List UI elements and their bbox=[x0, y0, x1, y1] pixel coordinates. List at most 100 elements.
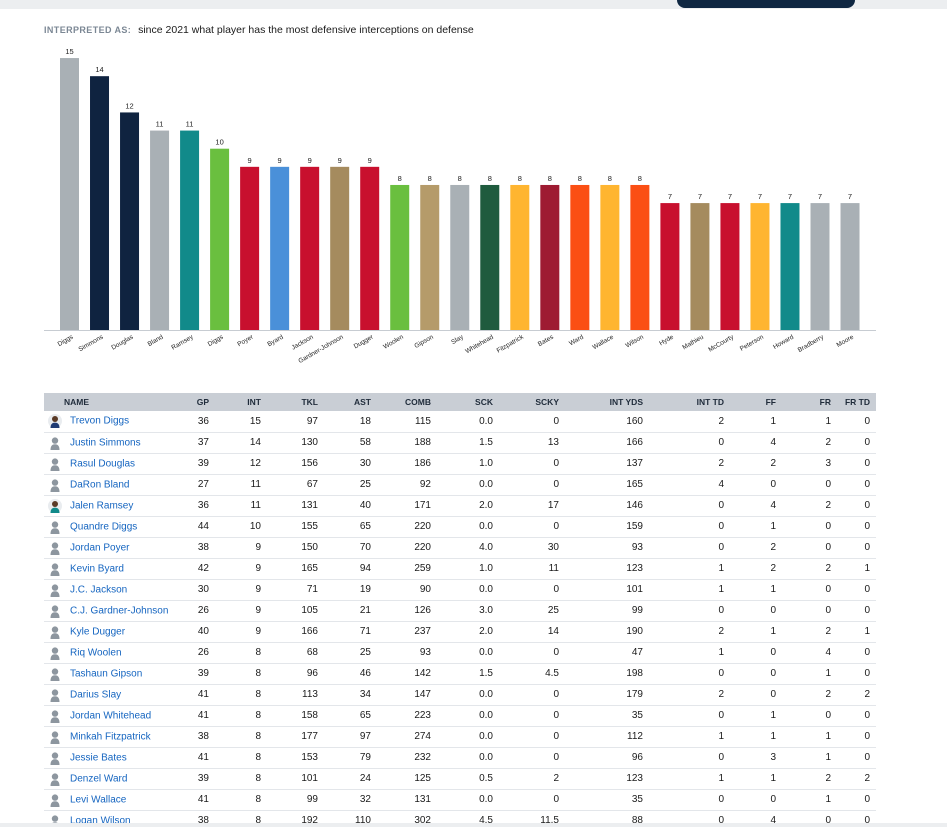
player-name-link[interactable]: Rasul Douglas bbox=[70, 458, 136, 470]
bar-value-label: 9 bbox=[338, 156, 342, 165]
stat-cell: 0 bbox=[864, 500, 870, 511]
stat-cell: 0 bbox=[553, 479, 559, 490]
column-header[interactable]: AST bbox=[354, 397, 371, 407]
stat-cell: 0 bbox=[553, 521, 559, 532]
stat-cell: 0 bbox=[553, 710, 559, 721]
stat-cell: 0 bbox=[825, 815, 831, 826]
player-name-link[interactable]: Denzel Ward bbox=[70, 773, 128, 785]
stat-cell: 27 bbox=[197, 479, 209, 490]
stat-cell: 39 bbox=[197, 668, 209, 679]
stat-cell: 35 bbox=[631, 710, 643, 721]
stat-cell: 1 bbox=[825, 794, 831, 805]
stat-cell: 1 bbox=[864, 563, 870, 574]
x-tick-label: Jackson bbox=[290, 333, 314, 351]
stat-cell: 2 bbox=[825, 500, 831, 511]
column-header[interactable]: FR bbox=[819, 397, 831, 407]
stat-cell: 1 bbox=[718, 647, 724, 658]
player-name-link[interactable]: Darius Slay bbox=[70, 689, 122, 701]
player-name-link[interactable]: Logan Wilson bbox=[70, 815, 131, 827]
stat-cell: 0 bbox=[553, 752, 559, 763]
header-banner-shape bbox=[677, 0, 855, 8]
stat-cell: 10 bbox=[249, 521, 261, 532]
stat-cell: 179 bbox=[626, 689, 643, 700]
column-header[interactable]: INT bbox=[247, 397, 261, 407]
stat-cell: 44 bbox=[197, 521, 209, 532]
stat-cell: 39 bbox=[197, 458, 209, 469]
player-name-link[interactable]: Tashaun Gipson bbox=[70, 668, 143, 680]
player-name-link[interactable]: J.C. Jackson bbox=[70, 584, 128, 596]
column-header[interactable]: NAME bbox=[64, 397, 90, 407]
stat-cell: 93 bbox=[631, 542, 643, 553]
stat-cell: 142 bbox=[414, 668, 431, 679]
stat-cell: 26 bbox=[197, 605, 209, 616]
column-header[interactable]: FF bbox=[765, 397, 776, 407]
player-name-link[interactable]: Trevon Diggs bbox=[70, 415, 130, 427]
player-name-link[interactable]: Levi Wallace bbox=[70, 794, 127, 806]
stat-cell: 101 bbox=[301, 773, 318, 784]
column-header[interactable]: GP bbox=[196, 397, 209, 407]
table-row: Jalen Ramsey 36 11 131 40 171 2.0 17 146 0 4 2 0 bbox=[44, 495, 876, 516]
player-name-link[interactable]: Minkah Fitzpatrick bbox=[70, 731, 151, 743]
bar-value-label: 9 bbox=[248, 156, 252, 165]
bar bbox=[150, 130, 170, 330]
player-name-cell: Jordan Poyer bbox=[44, 537, 179, 558]
column-header[interactable]: INT YDS bbox=[609, 397, 643, 407]
player-name-link[interactable]: Quandre Diggs bbox=[70, 521, 138, 533]
player-name-link[interactable]: Jordan Whitehead bbox=[70, 710, 152, 722]
stat-cell: 38 bbox=[197, 731, 209, 742]
stat-cell: 9 bbox=[255, 542, 261, 553]
player-name-link[interactable]: Jessie Bates bbox=[70, 752, 127, 764]
column-header[interactable]: COMB bbox=[405, 397, 431, 407]
player-name-link[interactable]: Kevin Byard bbox=[70, 563, 124, 575]
stat-cell: 41 bbox=[197, 689, 209, 700]
stat-cell: 115 bbox=[415, 415, 431, 427]
stat-cell: 32 bbox=[359, 794, 371, 805]
column-header[interactable]: SCK bbox=[475, 397, 493, 407]
stat-cell: 0 bbox=[825, 542, 831, 553]
bar-value-label: 7 bbox=[668, 192, 672, 201]
stat-cell: 9 bbox=[255, 626, 261, 637]
column-header[interactable]: FR TD bbox=[844, 397, 870, 407]
player-name-link[interactable]: Justin Simmons bbox=[70, 437, 141, 449]
bar bbox=[480, 184, 500, 330]
stat-cell: 237 bbox=[414, 626, 431, 637]
stat-cell: 2 bbox=[770, 458, 776, 469]
stat-cell: 1 bbox=[825, 668, 831, 679]
player-name-link[interactable]: Kyle Dugger bbox=[70, 626, 126, 638]
stat-cell: 4.5 bbox=[479, 815, 493, 826]
stat-cell: 39 bbox=[197, 773, 209, 784]
stat-cell: 13 bbox=[547, 437, 559, 448]
stat-cell: 188 bbox=[414, 437, 431, 448]
stat-cell: 137 bbox=[626, 458, 643, 469]
column-header[interactable]: TKL bbox=[301, 397, 318, 407]
bar bbox=[420, 184, 440, 330]
stat-cell: 1 bbox=[718, 773, 724, 784]
bar-value-label: 11 bbox=[156, 120, 164, 129]
stat-cell: 4.5 bbox=[545, 668, 559, 679]
stat-cell: 4 bbox=[718, 479, 724, 490]
stat-cell: 37 bbox=[197, 437, 209, 448]
table-row: Quandre Diggs 44 10 155 65 220 0.0 0 159 0 1 0 0 bbox=[44, 516, 876, 537]
stat-cell: 1 bbox=[718, 731, 724, 742]
stat-cell: 158 bbox=[301, 710, 318, 721]
stat-cell: 1 bbox=[770, 626, 776, 637]
player-name-link[interactable]: Jalen Ramsey bbox=[70, 500, 134, 512]
bar-value-label: 7 bbox=[848, 192, 852, 201]
stat-cell: 47 bbox=[631, 647, 643, 658]
column-header[interactable]: SCKY bbox=[535, 397, 559, 407]
stat-cell: 1 bbox=[770, 731, 776, 742]
player-name-link[interactable]: C.J. Gardner-Johnson bbox=[70, 605, 169, 617]
player-name-link[interactable]: Riq Woolen bbox=[70, 647, 122, 659]
stat-cell: 0 bbox=[718, 710, 724, 721]
stat-cell: 15 bbox=[249, 415, 261, 427]
table-body: Trevon Diggs 36 15 97 18 115 0.0 0 160 2 1 1 0 Justin… bbox=[44, 411, 876, 827]
stat-cell: 0 bbox=[553, 689, 559, 700]
player-name-cell: C.J. Gardner-Johnson bbox=[44, 600, 179, 621]
player-name-link[interactable]: Jordan Poyer bbox=[70, 542, 130, 554]
column-header[interactable]: INT TD bbox=[696, 397, 724, 407]
stat-cell: 0.0 bbox=[479, 647, 493, 658]
bar bbox=[60, 58, 79, 331]
player-name-link[interactable]: DaRon Bland bbox=[70, 479, 130, 491]
bar-value-label: 8 bbox=[428, 174, 432, 183]
stat-cell: 0 bbox=[864, 584, 870, 595]
